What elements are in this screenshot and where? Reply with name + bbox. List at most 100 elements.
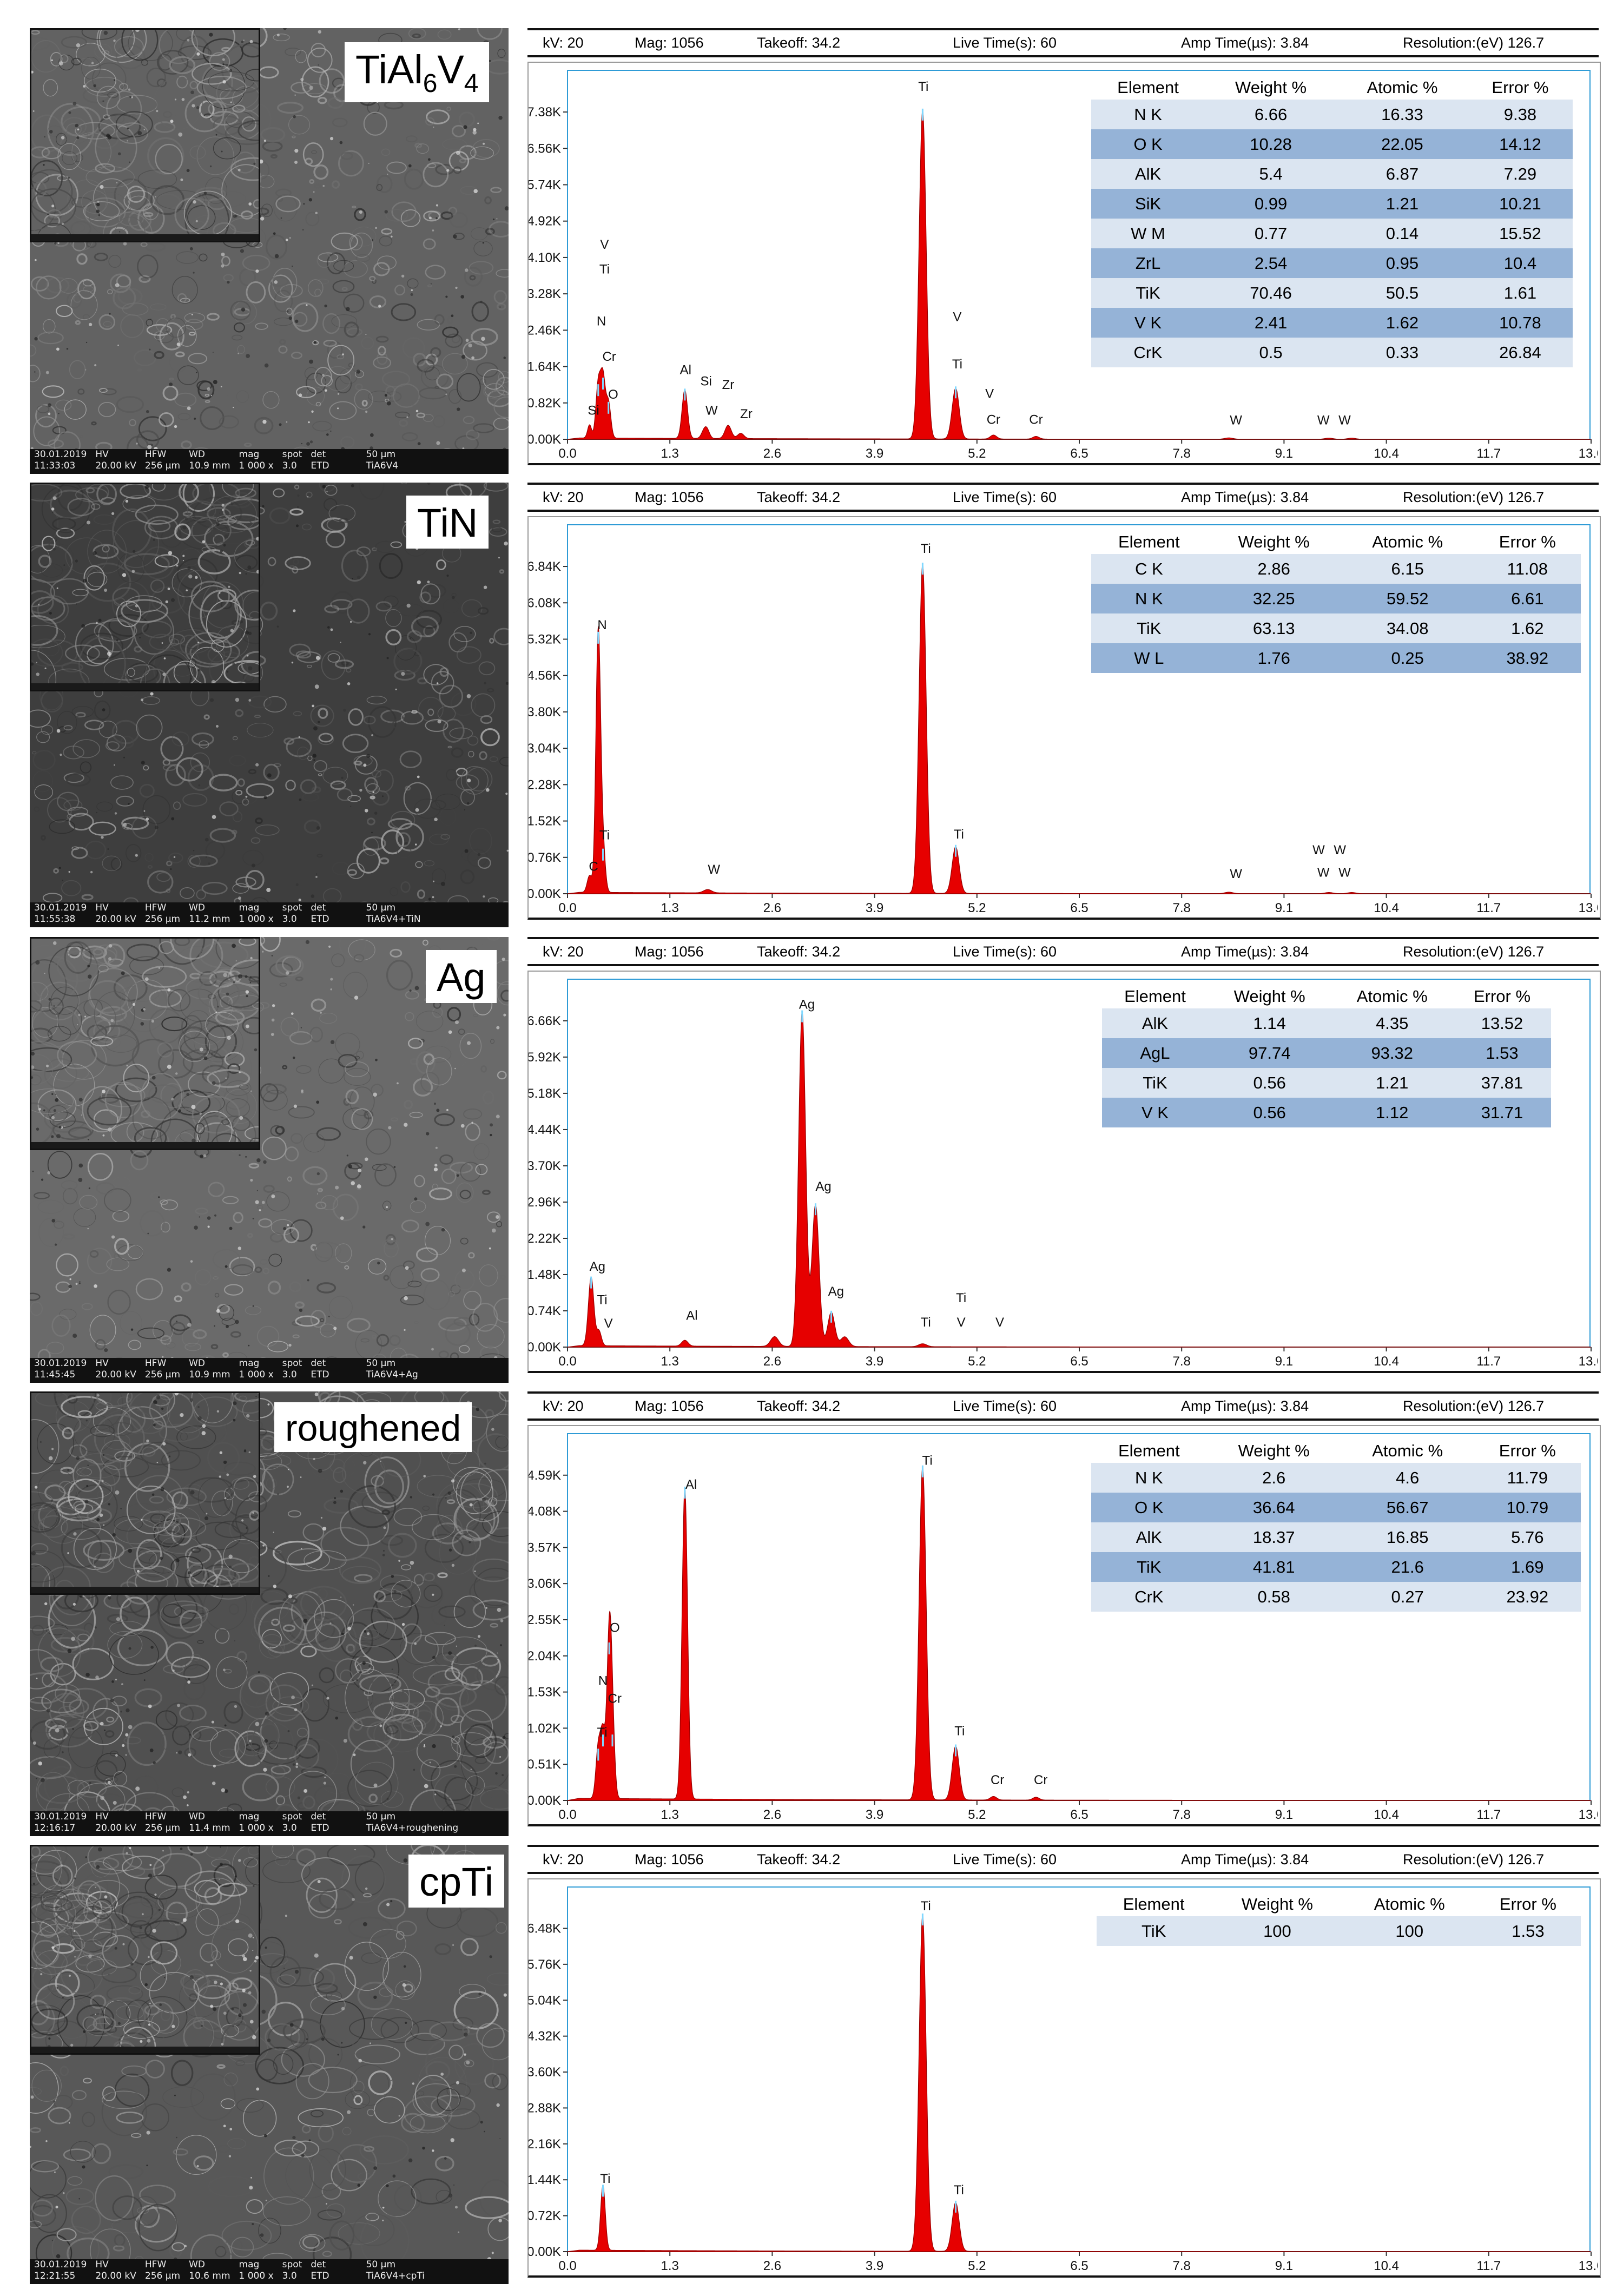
- x-tick-label: 3.9: [866, 901, 883, 915]
- sem-footer-cell: 3.0: [282, 914, 297, 925]
- sem-footer-cell: mag: [239, 1811, 260, 1822]
- peak-label: Zr: [722, 378, 735, 392]
- sem-footer-cell: mag: [239, 902, 260, 913]
- spectrum-area: [567, 564, 1592, 894]
- sample-label: TiAl6V4: [345, 42, 490, 102]
- y-tick-label: 0.00K: [529, 2245, 561, 2259]
- y-tick-label: 4.59K: [529, 1468, 561, 1483]
- table-cell: CrK: [1091, 338, 1205, 367]
- table-cell: 11.08: [1474, 554, 1581, 584]
- y-tick-label: 6.48K: [529, 1921, 561, 1936]
- peak-label: Cr: [608, 1691, 622, 1706]
- eds-header-live: Live Time(s): 60: [953, 1398, 1057, 1414]
- table-cell: 2.41: [1205, 308, 1337, 338]
- table-cell: O K: [1091, 1493, 1207, 1522]
- table-cell: TiK: [1091, 1552, 1207, 1582]
- y-tick-label: 3.06K: [529, 1576, 561, 1591]
- sem-footer-cell: HFW: [144, 2259, 167, 2270]
- table-row: TiK 70.46 50.5 1.61: [1091, 278, 1573, 308]
- table-header-cell: Element: [1123, 1895, 1185, 1914]
- table-cell: 9.38: [1467, 100, 1573, 129]
- y-tick-label: 1.52K: [529, 814, 561, 829]
- table-cell: 2.54: [1205, 248, 1337, 278]
- sem-footer-cell: 20.00 kV: [95, 914, 136, 925]
- sem-footer-cell: 50 µm: [366, 2259, 396, 2270]
- peak-label: Ti: [952, 357, 962, 372]
- y-tick-label: 3.04K: [529, 741, 561, 756]
- eds-plot: 0.00K 0.72K 1.44K 2.16K 2.88K 3.60K 4.32K 5.04K…: [527, 1878, 1601, 2278]
- table-header-cell: Error %: [1473, 987, 1531, 1006]
- table-cell: 1.14: [1208, 1008, 1331, 1038]
- spectrum-svg: 0.00K 0.72K 1.44K 2.16K 2.88K 3.60K 4.32K 5.04K…: [529, 1886, 1598, 2273]
- x-tick-label: 9.1: [1275, 1354, 1293, 1369]
- peak-label: Al: [685, 1477, 697, 1492]
- table-cell: V K: [1091, 308, 1205, 338]
- table-cell: 0.99: [1205, 189, 1337, 219]
- table-cell: 15.52: [1467, 219, 1573, 248]
- x-tick-label: 3.9: [866, 2259, 883, 2273]
- peak-label: O: [610, 1620, 620, 1635]
- eds-header-mag: Mag: 1056: [635, 1398, 704, 1414]
- eds-header-takeoff: Takeoff: 34.2: [757, 489, 841, 505]
- table-cell: W L: [1091, 643, 1207, 673]
- peak-label: W: [1338, 413, 1351, 427]
- sem-footer: 30.01.2019 HV HFW WD mag spot det 50 µm 12:16:17…: [30, 1811, 509, 1836]
- sem-footer-cell: 12:21:55: [34, 2271, 76, 2281]
- table-cell: AlK: [1091, 159, 1205, 189]
- y-tick-label: 0.00K: [529, 432, 561, 447]
- x-tick-label: 13.0: [1579, 446, 1598, 461]
- sem-footer-cell: 11:55:38: [34, 914, 76, 925]
- table-cell: AlK: [1091, 1522, 1207, 1552]
- eds-header: kV: 20 Mag: 1056 Takeoff: 34.2 Live Time(s)…: [527, 1845, 1599, 1874]
- peak-label: Ti: [922, 1453, 933, 1468]
- table-cell: 50.5: [1337, 278, 1468, 308]
- table-cell: 18.37: [1206, 1522, 1341, 1552]
- table-cell: 0.56: [1208, 1068, 1331, 1098]
- table-header-cell: Error %: [1492, 78, 1549, 97]
- y-tick-label: 4.56K: [529, 669, 561, 683]
- sem-footer-cell: 10.9 mm: [189, 460, 230, 471]
- table-cell: 10.28: [1205, 129, 1337, 159]
- peak-label: V: [953, 310, 961, 325]
- sem-footer-cell: 11.4 mm: [189, 1823, 230, 1833]
- sem-footer: 30.01.2019 HV HFW WD mag spot det 50 µm 12:21:55…: [30, 2259, 509, 2284]
- x-tick-label: 7.8: [1173, 901, 1191, 915]
- sem-footer-cell: 30.01.2019: [34, 449, 87, 460]
- sem-footer-cell: mag: [239, 2259, 260, 2270]
- composition-table: Element Weight % Atomic % Error % N K 2.6 4.6 1…: [1091, 1438, 1581, 1612]
- peak-label: O: [608, 387, 618, 402]
- sem-inset: [30, 28, 260, 242]
- sample-label: roughened: [274, 1402, 472, 1452]
- table-cell: 1.53: [1453, 1038, 1551, 1068]
- table-row: V K 2.41 1.62 10.78: [1091, 308, 1573, 338]
- y-tick-label: 5.76K: [529, 1957, 561, 1972]
- table-cell: 10.4: [1467, 248, 1573, 278]
- sem-footer-cell: TiA6V4: [366, 460, 399, 471]
- table-cell: 1.12: [1331, 1098, 1453, 1127]
- sem-footer-cell: 50 µm: [366, 902, 396, 913]
- table-cell: 10.79: [1474, 1493, 1581, 1522]
- table-cell: 0.5: [1205, 338, 1337, 367]
- sem-image: TiAl6V4 30.01.2019 HV HFW WD mag spot det 50 µm…: [30, 28, 509, 474]
- x-tick-label: 0.0: [558, 901, 576, 915]
- x-tick-label: 10.4: [1374, 1807, 1399, 1822]
- peak-label: Ag: [590, 1259, 605, 1274]
- sem-footer-cell: WD: [189, 1811, 206, 1822]
- composition-table: Element Weight % Atomic % Error % TiK 100 100 1…: [1097, 1891, 1581, 1946]
- table-cell: AlK: [1102, 1008, 1208, 1038]
- x-tick-label: 11.7: [1476, 901, 1501, 915]
- y-tick-label: 5.32K: [529, 632, 561, 646]
- sem-footer-cell: WD: [189, 1358, 206, 1369]
- sem-footer-cell: spot: [282, 449, 302, 460]
- table-row: SiK 0.99 1.21 10.21: [1091, 189, 1573, 219]
- x-tick-label: 5.2: [968, 1807, 986, 1822]
- eds-header-amp: Amp Time(µs): 3.84: [1181, 489, 1309, 505]
- peak-label: Cr: [1034, 1773, 1047, 1787]
- eds-header-res: Resolution:(eV) 126.7: [1403, 35, 1545, 51]
- peak-label: Ti: [954, 1724, 965, 1739]
- eds-header-res: Resolution:(eV) 126.7: [1403, 944, 1545, 960]
- peak-label: Ti: [954, 2183, 964, 2198]
- table-row: ZrL 2.54 0.95 10.4: [1091, 248, 1573, 278]
- eds-header-amp: Amp Time(µs): 3.84: [1181, 35, 1309, 51]
- sem-footer-cell: HFW: [144, 449, 167, 460]
